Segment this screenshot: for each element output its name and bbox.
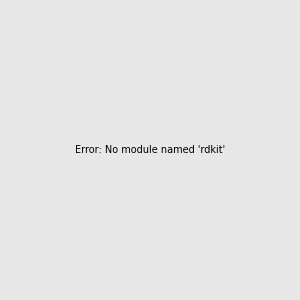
Text: Error: No module named 'rdkit': Error: No module named 'rdkit' bbox=[75, 145, 225, 155]
